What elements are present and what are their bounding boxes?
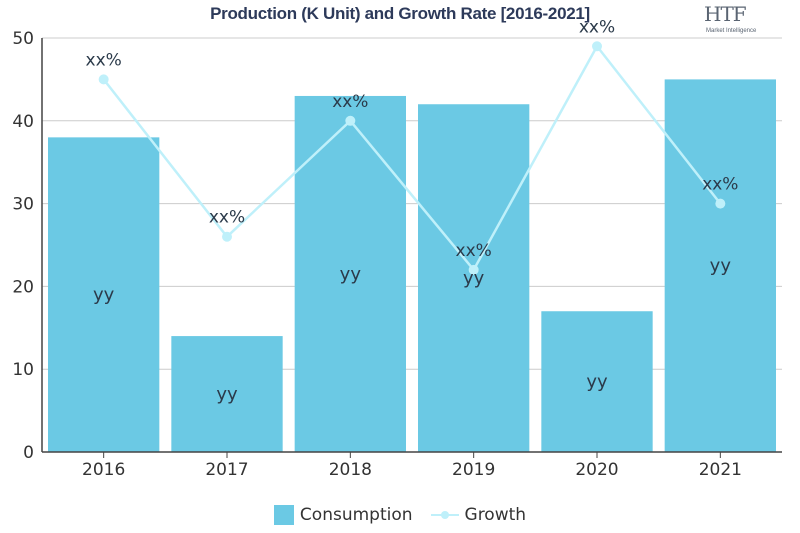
growth-point	[592, 41, 602, 52]
legend-swatch-bar	[273, 505, 294, 525]
bar	[171, 336, 283, 452]
bar-data-label: yy	[340, 264, 362, 285]
bar-data-label: yy	[93, 285, 115, 306]
y-tick-label: 20	[12, 277, 34, 297]
bar	[664, 79, 776, 453]
growth-data-label: xx%	[456, 241, 492, 261]
bar	[48, 137, 160, 453]
bar	[541, 311, 653, 452]
growth-data-label: xx%	[702, 175, 738, 195]
growth-point	[468, 264, 479, 275]
bar-data-label: yy	[710, 256, 732, 277]
legend-label-consumption: Consumption	[299, 505, 413, 525]
growth-data-label: xx%	[86, 50, 122, 70]
y-tick-label: 40	[12, 112, 34, 132]
growth-point	[715, 198, 726, 209]
chart-title: Production (K Unit) and Growth Rate [201…	[210, 4, 590, 23]
logo-text: HTF	[704, 2, 747, 26]
x-tick-label: 2018	[329, 460, 372, 480]
legend-item-growth[interactable]: Growth	[430, 505, 527, 525]
bar	[418, 104, 530, 453]
legend-item-consumption[interactable]: Consumption	[273, 505, 413, 525]
growth-point	[222, 231, 232, 242]
x-tick-label: 2017	[205, 460, 248, 480]
y-tick-label: 50	[12, 29, 34, 49]
x-tick-label: 2019	[452, 460, 495, 480]
x-tick-label: 2021	[699, 460, 742, 480]
x-tick-label: 2016	[82, 460, 125, 480]
bar-data-label: yy	[216, 384, 238, 405]
growth-point	[98, 74, 109, 85]
bar-data-label: yy	[586, 372, 608, 393]
growth-point	[345, 115, 356, 126]
growth-data-label: xx%	[332, 92, 368, 112]
y-tick-label: 10	[12, 360, 34, 380]
bar-data-label: yy	[463, 268, 485, 289]
x-tick-label: 2020	[575, 460, 618, 480]
htf-logo: HTF Market Intelligence	[700, 0, 780, 40]
growth-data-label: xx%	[209, 208, 245, 228]
legend-swatch-line	[430, 508, 459, 522]
chart-canvas: 0 10 20 30 40 50 2016 2017 2018 2019 2020 2021 yy yy…	[12, 17, 782, 480]
growth-data-label: xx%	[579, 17, 615, 37]
chart-legend: Consumption Growth	[0, 505, 800, 525]
logo-subtext: Market Intelligence	[706, 28, 757, 34]
growth-line	[102, 44, 722, 273]
legend-label-growth: Growth	[464, 505, 527, 525]
y-tick-label: 30	[12, 195, 34, 215]
y-tick-label: 0	[23, 443, 34, 463]
